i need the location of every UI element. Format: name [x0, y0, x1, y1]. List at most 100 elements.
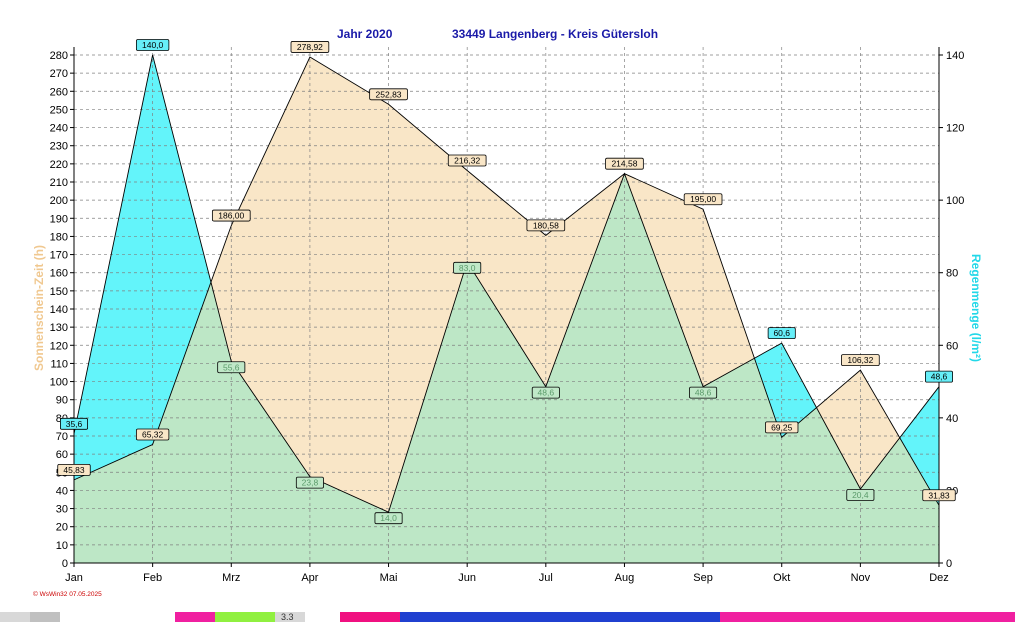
x-tick-label-mrz: Mrz [222, 572, 240, 584]
strip-segment [175, 612, 215, 622]
x-tick-label-sep: Sep [693, 572, 713, 584]
sunshine-data-label-text: 45,83 [63, 465, 85, 475]
sunshine-data-label-text: 252,83 [376, 89, 402, 99]
sunshine-data-label-text: 278,92 [297, 42, 323, 52]
left-tick-label: 140 [50, 304, 68, 316]
rain-data-label-box [295, 476, 324, 489]
left-tick-label: 150 [50, 286, 68, 298]
left-tick-label: 280 [50, 50, 68, 62]
sunshine-data-label-box [526, 219, 566, 232]
x-tick-label-okt: Okt [773, 572, 790, 584]
sunshine-data-label-box [922, 489, 956, 502]
chart-title-year: Jahr 2020 [337, 27, 393, 41]
rain-data-label-box [453, 261, 482, 274]
rain-data-label: 60,6 [767, 327, 796, 340]
rain-data-label-box [135, 39, 170, 51]
x-tick-label-jul: Jul [539, 572, 553, 584]
left-tick-label: 30 [56, 504, 68, 516]
rain-data-label-text: 60,6 [773, 328, 790, 338]
rain-series-line [73, 54, 940, 513]
left-axis-title: Sonnenschein-Zeit (h) [32, 245, 46, 371]
sunshine-data-label-box [841, 354, 880, 367]
x-tick-label-dez: Dez [929, 572, 949, 584]
sunshine-data-label: 278,92 [290, 41, 330, 53]
rain-data-label-box [925, 370, 954, 383]
left-tick-label: 260 [50, 86, 68, 98]
sunshine-data-label: 45,83 [57, 463, 91, 476]
rain-data-label: 48,6 [925, 370, 954, 383]
strip-segment [0, 612, 30, 622]
left-axis-ticks: 0102030405060708090100110120130140150160… [50, 50, 74, 570]
rain-data-label-text: 48,6 [931, 372, 948, 382]
left-tick-label: 110 [50, 358, 68, 370]
rain-data-label: 48,6 [531, 386, 560, 399]
x-tick-label-jan: Jan [65, 572, 83, 584]
strip-segment [340, 612, 400, 622]
strip-segment [720, 612, 1015, 622]
left-tick-label: 170 [50, 250, 68, 262]
taskbar-strip [0, 612, 1015, 622]
rain-data-label-text: 23,8 [302, 478, 319, 488]
sunshine-data-label-text: 186,00 [218, 211, 244, 221]
left-tick-label: 20 [56, 522, 68, 534]
right-tick-label: 100 [946, 195, 964, 207]
data-labels: 45,83 65,32 186,00 278,92 252,83 216,32 180,58… [57, 39, 956, 525]
sunshine-data-label: 252,83 [369, 88, 408, 101]
x-tick-label-nov: Nov [851, 572, 871, 584]
rain-data-label-box [689, 386, 718, 399]
x-tick-label-jun: Jun [458, 572, 476, 584]
sunshine-data-label-box [290, 41, 330, 53]
right-tick-label: 80 [946, 268, 958, 280]
x-axis-ticks: Jan Feb Mrz Apr Mai Jun Jul Aug Sep Okt Nov Dez [65, 563, 949, 584]
rain-data-label-text: 48,6 [695, 388, 712, 398]
strip-segment [400, 612, 720, 622]
right-tick-label: 40 [946, 413, 958, 425]
sunshine-data-label-box [605, 157, 644, 170]
sunshine-data-label: 31,83 [922, 489, 956, 502]
right-tick-label: 60 [946, 340, 958, 352]
strip-segment [30, 612, 60, 622]
software-credit: © WsWin32 07.05.2025 [33, 590, 102, 598]
left-tick-label: 160 [50, 268, 68, 280]
left-tick-label: 250 [50, 104, 68, 116]
sunshine-data-label: 186,00 [211, 209, 251, 222]
sunshine-data-label-text: 31,83 [928, 490, 950, 500]
left-tick-label: 10 [56, 540, 68, 552]
left-tick-label: 270 [50, 68, 68, 80]
sunshine-data-label-box [447, 154, 487, 167]
rain-data-label-box [531, 386, 560, 399]
left-tick-label: 70 [56, 431, 68, 443]
sunshine-data-label-text: 214,58 [611, 159, 637, 169]
strip-segment [275, 612, 305, 622]
left-tick-label: 90 [56, 395, 68, 407]
sunshine-data-label-box [135, 428, 170, 441]
right-tick-label: 120 [946, 123, 964, 135]
strip-label: 3.3 [281, 612, 294, 622]
rain-data-label: 83,0 [453, 261, 482, 274]
rain-data-label: 35,6 [60, 417, 89, 430]
left-tick-label: 100 [50, 377, 68, 389]
sunshine-data-label: 216,32 [447, 154, 487, 167]
rain-data-label-text: 35,6 [66, 419, 83, 429]
rain-data-label: 140,0 [135, 39, 170, 51]
rain-data-label-box [217, 361, 246, 374]
left-tick-label: 120 [50, 340, 68, 352]
rain-data-label: 14,0 [374, 512, 403, 525]
sunshine-data-label: 214,58 [605, 157, 644, 170]
rain-data-label-text: 20,4 [852, 490, 869, 500]
sunshine-data-label: 69,25 [765, 421, 799, 434]
x-tick-label-feb: Feb [143, 572, 162, 584]
sunshine-data-label-box [765, 421, 799, 434]
left-tick-label: 0 [62, 558, 68, 570]
x-tick-label-mai: Mai [380, 572, 398, 584]
sunshine-data-label-box [211, 209, 251, 222]
chart-title-location: 33449 Langenberg - Kreis Gütersloh [452, 27, 658, 41]
sunshine-data-label-text: 69,25 [771, 422, 793, 432]
left-tick-label: 60 [56, 449, 68, 461]
left-tick-label: 230 [50, 141, 68, 153]
rain-data-label-box [374, 512, 403, 525]
right-axis-ticks: 020406080100120140 [939, 50, 964, 570]
rain-data-label-box [60, 417, 89, 430]
rain-data-label: 55,6 [217, 361, 246, 374]
